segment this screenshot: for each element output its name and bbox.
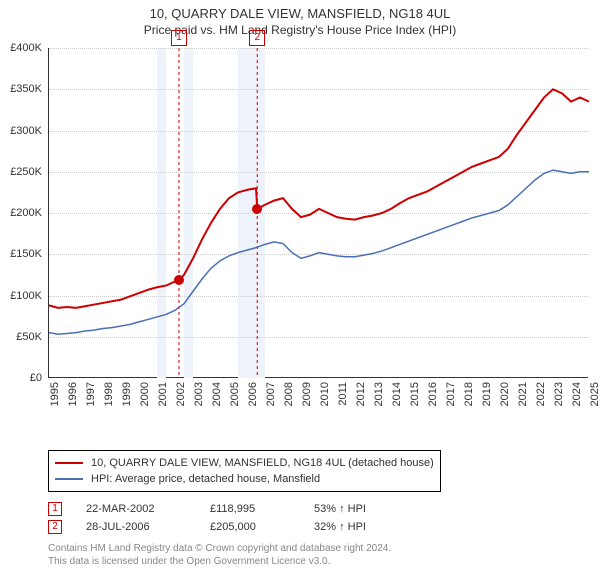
chart-container: 10, QUARRY DALE VIEW, MANSFIELD, NG18 4U… bbox=[0, 0, 600, 560]
x-axis-label: 2021 bbox=[517, 382, 529, 406]
page-title: 10, QUARRY DALE VIEW, MANSFIELD, NG18 4U… bbox=[0, 6, 600, 21]
sale-dot bbox=[252, 204, 262, 214]
legend-row-property: 10, QUARRY DALE VIEW, MANSFIELD, NG18 4U… bbox=[55, 455, 434, 471]
x-axis-label: 2009 bbox=[301, 382, 313, 406]
page-subtitle: Price paid vs. HM Land Registry's House … bbox=[0, 23, 600, 37]
x-axis-label: 1995 bbox=[49, 382, 61, 406]
footer-line: Contains HM Land Registry data © Crown c… bbox=[48, 542, 588, 555]
legend-label: HPI: Average price, detached house, Mans… bbox=[91, 471, 320, 487]
y-axis-label: £350K bbox=[10, 83, 42, 95]
sale-diff: 53% ↑ HPI bbox=[314, 500, 366, 518]
x-axis-label: 2001 bbox=[157, 382, 169, 406]
sale-marker-icon: 1 bbox=[48, 502, 62, 516]
sale-price: £205,000 bbox=[210, 518, 290, 536]
x-axis-label: 2017 bbox=[445, 382, 457, 406]
y-axis-label: £200K bbox=[10, 207, 42, 219]
sale-row: 2 28-JUL-2006 £205,000 32% ↑ HPI bbox=[48, 518, 588, 536]
x-axis-label: 1999 bbox=[121, 382, 133, 406]
x-axis-label: 1997 bbox=[85, 382, 97, 406]
y-axis-label: £100K bbox=[10, 290, 42, 302]
x-axis-label: 2023 bbox=[553, 382, 565, 406]
x-axis-label: 2003 bbox=[193, 382, 205, 406]
sale-price: £118,995 bbox=[210, 500, 290, 518]
x-axis-label: 2004 bbox=[211, 382, 223, 406]
sale-row: 1 22-MAR-2002 £118,995 53% ↑ HPI bbox=[48, 500, 588, 518]
x-axis-label: 2018 bbox=[463, 382, 475, 406]
legend-label: 10, QUARRY DALE VIEW, MANSFIELD, NG18 4U… bbox=[91, 455, 434, 471]
legend-section: 10, QUARRY DALE VIEW, MANSFIELD, NG18 4U… bbox=[48, 450, 588, 568]
sale-marker: 1 bbox=[171, 30, 187, 46]
plot: £0£50K£100K£150K£200K£250K£300K£350K£400… bbox=[48, 48, 588, 378]
x-axis-label: 2014 bbox=[391, 382, 403, 406]
x-axis-label: 1996 bbox=[67, 382, 79, 406]
x-axis-label: 2016 bbox=[427, 382, 439, 406]
x-axis-label: 2019 bbox=[481, 382, 493, 406]
x-axis-label: 2020 bbox=[499, 382, 511, 406]
legend-swatch bbox=[55, 478, 83, 480]
x-axis-label: 2005 bbox=[229, 382, 241, 406]
x-axis-label: 2015 bbox=[409, 382, 421, 406]
x-axis-label: 2010 bbox=[319, 382, 331, 406]
titles: 10, QUARRY DALE VIEW, MANSFIELD, NG18 4U… bbox=[0, 0, 600, 37]
y-axis-label: £250K bbox=[10, 166, 42, 178]
series-property bbox=[49, 89, 589, 308]
x-axis-label: 2011 bbox=[337, 382, 349, 406]
series-hpi bbox=[49, 170, 589, 334]
y-axis-label: £400K bbox=[10, 42, 42, 54]
series-svg bbox=[49, 48, 589, 378]
x-axis-label: 2022 bbox=[535, 382, 547, 406]
sale-marker: 2 bbox=[249, 30, 265, 46]
sale-dot bbox=[174, 275, 184, 285]
x-axis-label: 2000 bbox=[139, 382, 151, 406]
y-axis-label: £0 bbox=[30, 372, 42, 384]
sales-table: 1 22-MAR-2002 £118,995 53% ↑ HPI 2 28-JU… bbox=[48, 500, 588, 536]
sale-diff: 32% ↑ HPI bbox=[314, 518, 366, 536]
sale-date: 28-JUL-2006 bbox=[86, 518, 186, 536]
y-axis-label: £300K bbox=[10, 125, 42, 137]
x-axis-label: 2024 bbox=[571, 382, 583, 406]
x-axis-label: 2012 bbox=[355, 382, 367, 406]
legend-row-hpi: HPI: Average price, detached house, Mans… bbox=[55, 471, 434, 487]
x-axis-label: 2006 bbox=[247, 382, 259, 406]
footer-line: This data is licensed under the Open Gov… bbox=[48, 555, 588, 568]
y-axis-label: £50K bbox=[16, 331, 42, 343]
sale-marker-icon: 2 bbox=[48, 520, 62, 534]
legend-box: 10, QUARRY DALE VIEW, MANSFIELD, NG18 4U… bbox=[48, 450, 441, 492]
y-axis-label: £150K bbox=[10, 248, 42, 260]
x-axis-label: 2002 bbox=[175, 382, 187, 406]
footer: Contains HM Land Registry data © Crown c… bbox=[48, 542, 588, 568]
chart-area: £0£50K£100K£150K£200K£250K£300K£350K£400… bbox=[48, 48, 588, 408]
x-axis-label: 2008 bbox=[283, 382, 295, 406]
sale-date: 22-MAR-2002 bbox=[86, 500, 186, 518]
x-axis-label: 1998 bbox=[103, 382, 115, 406]
x-axis-label: 2025 bbox=[589, 382, 600, 406]
x-axis-label: 2013 bbox=[373, 382, 385, 406]
legend-swatch bbox=[55, 462, 83, 464]
x-axis-label: 2007 bbox=[265, 382, 277, 406]
